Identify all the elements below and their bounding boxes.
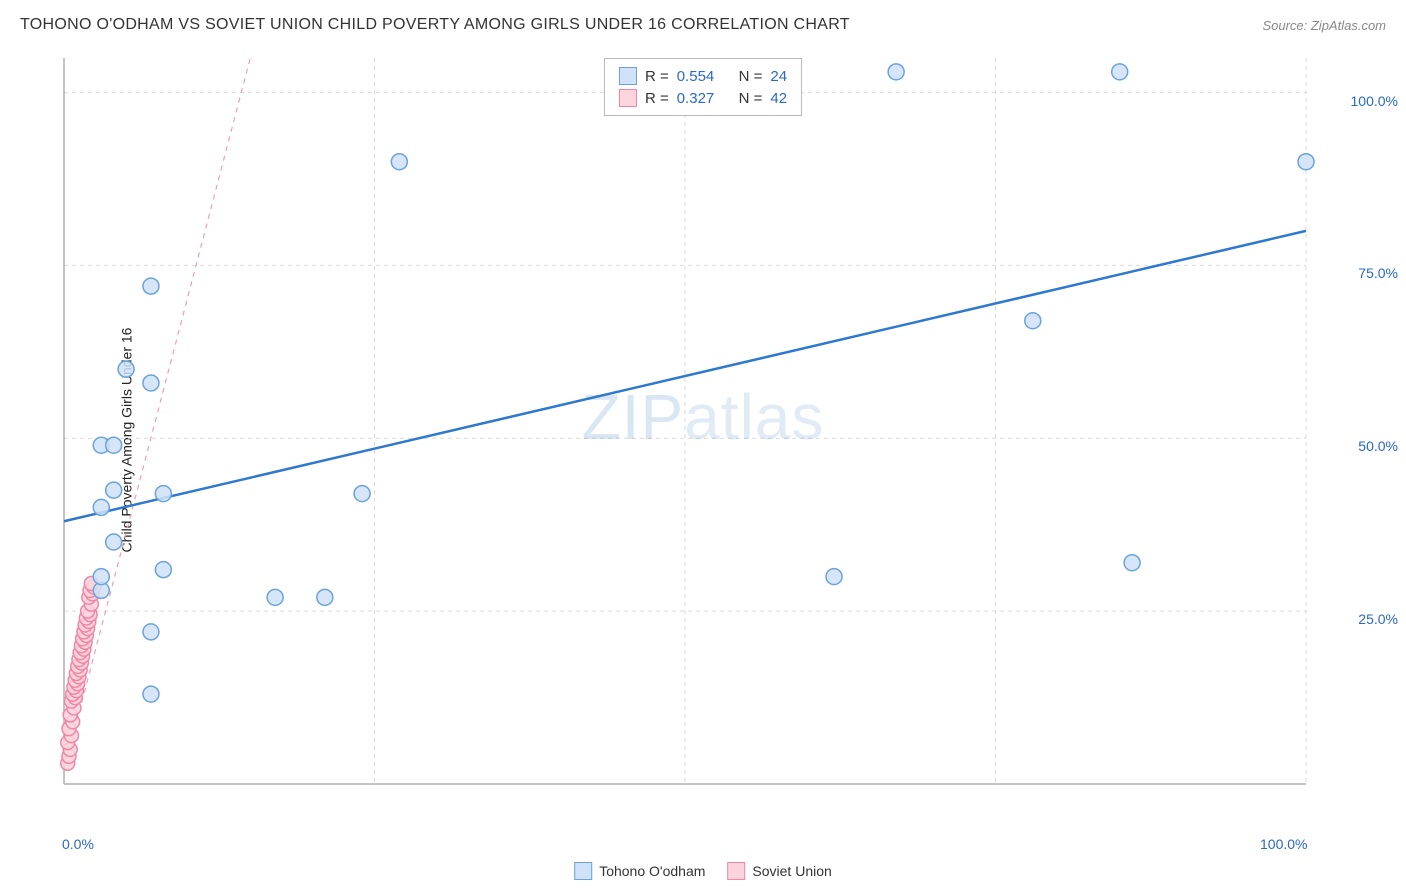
y-tick-label: 100.0% [1351,93,1398,109]
source-label: Source: ZipAtlas.com [1262,18,1386,33]
legend-series-item: Soviet Union [727,862,831,880]
scatter-plot [60,54,1386,824]
chart-title: TOHONO O'ODHAM VS SOVIET UNION CHILD POV… [20,16,850,34]
legend-n-label: N = [739,90,763,107]
legend-r-label: R = [645,90,669,107]
y-tick-label: 50.0% [1358,438,1398,454]
legend-r-value: 0.327 [677,90,715,107]
legend-correlation-row: R = 0.554 N = 24 [619,65,787,87]
legend-series-item: Tohono O'odham [574,862,705,880]
x-tick-label: 100.0% [1260,836,1307,852]
legend-series-label: Tohono O'odham [599,863,705,879]
legend-n-value: 24 [770,68,787,85]
legend-swatch [574,862,592,880]
legend-r-value: 0.554 [677,68,715,85]
legend-r-label: R = [645,68,669,85]
legend-series: Tohono O'odham Soviet Union [574,862,832,880]
legend-correlation: R = 0.554 N = 24 R = 0.327 N = 42 [604,58,802,116]
title-bar: TOHONO O'ODHAM VS SOVIET UNION CHILD POV… [20,16,1386,34]
legend-n-label: N = [739,68,763,85]
legend-correlation-row: R = 0.327 N = 42 [619,87,787,109]
legend-swatch [727,862,745,880]
legend-series-label: Soviet Union [752,863,831,879]
legend-n-value: 42 [770,90,787,107]
x-tick-label: 0.0% [62,836,94,852]
y-tick-label: 75.0% [1358,265,1398,281]
y-tick-label: 25.0% [1358,611,1398,627]
legend-swatch [619,67,637,85]
legend-swatch [619,89,637,107]
